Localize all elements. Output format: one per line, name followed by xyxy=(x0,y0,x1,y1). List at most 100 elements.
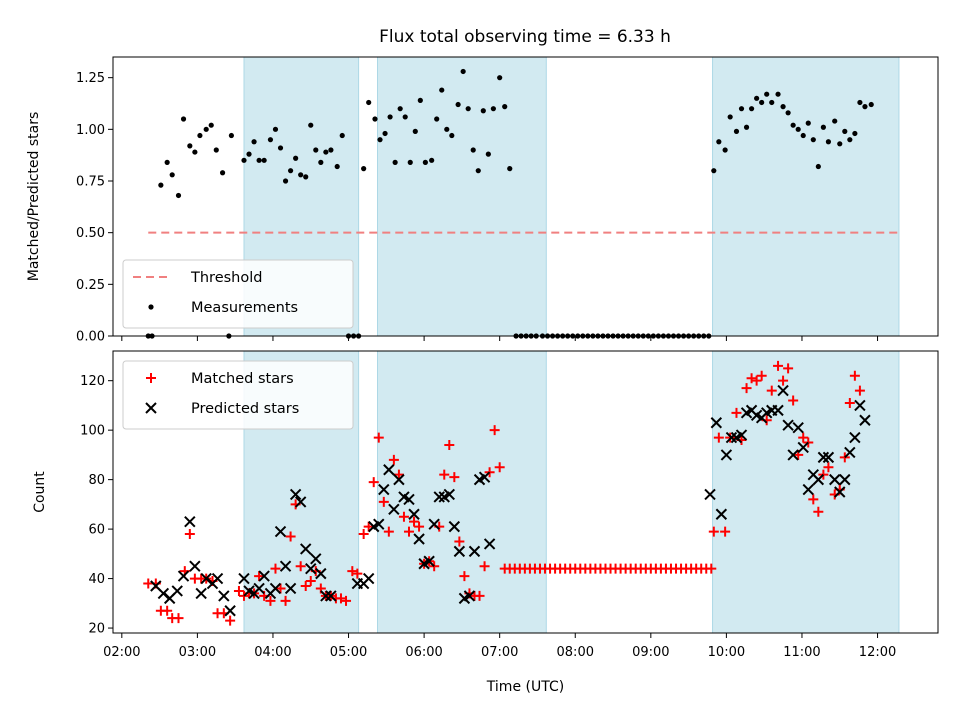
measurement-point xyxy=(377,137,383,143)
matched-point xyxy=(300,581,311,591)
measurement-point xyxy=(868,101,874,108)
measurement-point xyxy=(722,147,728,153)
legend-label: Predicted stars xyxy=(191,401,299,417)
matched-point xyxy=(479,561,490,572)
predicted-point xyxy=(777,384,789,397)
x-tick-label: 12:00 xyxy=(859,645,896,660)
matched-point xyxy=(225,615,236,626)
measurement-point xyxy=(455,101,461,108)
measurement-point xyxy=(780,104,786,110)
measurement-point xyxy=(434,116,440,122)
matched-point xyxy=(393,469,404,480)
predicted-point xyxy=(483,538,496,550)
predicted-point xyxy=(274,525,287,538)
x-tick-label: 03:00 xyxy=(179,645,216,660)
matched-point xyxy=(844,397,855,408)
matched-point xyxy=(813,506,824,517)
plot-frame xyxy=(112,56,939,337)
matched-point xyxy=(335,593,346,604)
matched-point xyxy=(409,516,420,527)
predicted-point xyxy=(393,473,405,486)
matched-point xyxy=(454,536,465,547)
predicted-point xyxy=(812,473,825,486)
measurement-point xyxy=(764,91,770,97)
matched-point xyxy=(756,370,767,381)
shaded-span xyxy=(377,56,547,337)
measurement-point xyxy=(475,168,481,174)
matched-point xyxy=(449,472,460,483)
predicted-point xyxy=(423,555,435,567)
predicted-point xyxy=(735,429,748,441)
matched-point xyxy=(459,571,470,582)
predicted-point xyxy=(195,587,207,600)
measurement-point xyxy=(754,95,760,101)
predicted-point xyxy=(725,431,738,444)
predicted-point xyxy=(189,560,201,572)
predicted-point xyxy=(844,446,856,459)
measurement-point xyxy=(175,192,182,199)
matched-point xyxy=(708,526,719,537)
measurement-point xyxy=(267,137,274,143)
matched-point xyxy=(265,595,276,606)
measurement-point xyxy=(847,137,853,143)
predicted-point xyxy=(184,515,196,528)
y-axis-label: Count xyxy=(32,471,48,513)
measurement-point xyxy=(228,132,234,139)
y-tick-label: 1.00 xyxy=(76,123,105,138)
matched-point xyxy=(341,595,352,606)
matched-point xyxy=(373,432,384,443)
matched-point xyxy=(713,432,724,443)
measurement-point xyxy=(213,147,219,153)
measurement-point xyxy=(180,116,187,122)
measurement-point xyxy=(862,104,868,110)
measurement-point xyxy=(412,128,418,134)
predicted-point xyxy=(294,496,307,508)
matched-point xyxy=(720,526,731,537)
predicted-point xyxy=(177,570,190,582)
predicted-point xyxy=(787,449,799,461)
matched-point xyxy=(731,407,742,418)
matched-point xyxy=(295,561,306,572)
measurement-point xyxy=(422,159,428,165)
measurement-point xyxy=(444,126,450,132)
measurement-point xyxy=(815,163,821,170)
measurement-point xyxy=(382,130,388,137)
measurement-point xyxy=(169,172,175,178)
measurement-point xyxy=(187,143,193,149)
predicted-point xyxy=(834,486,846,498)
matched-point xyxy=(305,576,316,587)
measurement-point xyxy=(460,68,466,75)
measurement-point xyxy=(219,170,226,176)
matched-point xyxy=(444,440,455,450)
predicted-point xyxy=(408,508,420,520)
predicted-point xyxy=(443,488,456,501)
measurement-point xyxy=(339,132,345,139)
predicted-point xyxy=(720,449,733,461)
chart-title: Flux total observing time = 6.33 h xyxy=(379,27,671,47)
measurement-point xyxy=(164,159,170,165)
predicted-point xyxy=(388,503,400,516)
measurement-point xyxy=(158,182,164,188)
measurement-point xyxy=(246,151,252,157)
measurement-point xyxy=(287,168,294,174)
x-axis-label: Time (UTC) xyxy=(486,679,564,695)
predicted-point xyxy=(269,582,282,595)
predicted-point xyxy=(373,518,385,530)
measurement-point xyxy=(465,106,471,112)
measurement-point xyxy=(743,124,750,130)
measurement-point xyxy=(790,122,796,128)
measurement-point xyxy=(497,75,503,81)
predicted-point xyxy=(453,545,466,558)
x-tick-label: 11:00 xyxy=(783,645,820,660)
matched-point xyxy=(233,585,244,596)
measurement-point xyxy=(502,104,508,110)
matched-point xyxy=(778,375,789,386)
predicted-point xyxy=(797,441,809,454)
predicted-point xyxy=(253,582,265,595)
y-tick-label: 120 xyxy=(80,374,105,389)
predicted-point xyxy=(258,570,270,582)
matched-point xyxy=(280,595,291,606)
measurement-point xyxy=(241,157,247,163)
measurement-point xyxy=(832,118,838,124)
